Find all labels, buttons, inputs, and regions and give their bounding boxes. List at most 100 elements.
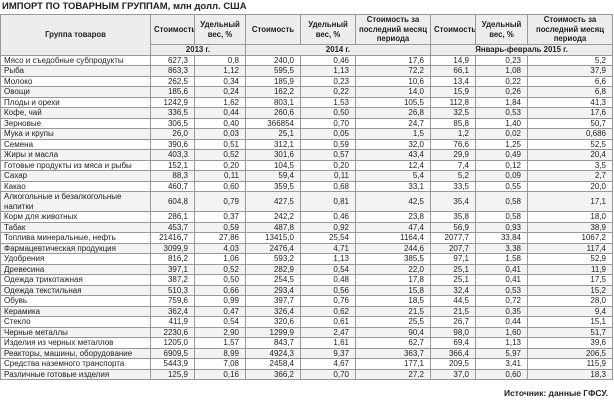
value-cell: 0,22	[300, 86, 356, 98]
data-row: Плоды и орехи 1242,9 1,62 803,1 1,53 105,5 112…	[0, 96, 613, 108]
data-row: Изделия из черных металлов 1205,0 1,57 843,…	[0, 337, 613, 349]
value-cell: 1,13	[300, 65, 356, 77]
data-row: Различные готовые изделия 125,9 0,16 366,2 0…	[0, 368, 613, 380]
value-cell: 17,1	[527, 191, 613, 212]
value-cell: 0,70	[300, 117, 356, 129]
group-cell: Реакторы, машины, оборудование	[0, 347, 151, 359]
data-row: Молоко 262,5 0,34 185,9 0,23 10,6 13,4 0,22 6,6	[0, 75, 613, 87]
value-cell: 1,13	[475, 337, 528, 349]
value-cell: 14,0	[355, 86, 431, 98]
value-cell: 5443,9	[150, 358, 195, 370]
data-row: Кофе, чай 336,5 0,44 260,6 0,50 26,8 32,5 0,53 1…	[0, 107, 613, 119]
value-cell: 1,06	[194, 253, 246, 265]
value-cell: 260,6	[245, 107, 301, 119]
value-cell: 1164,4	[355, 232, 431, 244]
value-cell: 2077,7	[430, 232, 476, 244]
data-row: Зерновые 306,5 0,40 366854 0,70 24,7 85,8 1,40 5…	[0, 117, 613, 129]
value-cell: 0,11	[194, 170, 246, 182]
value-cell: 21,5	[355, 305, 431, 317]
value-cell: 0,23	[475, 54, 528, 66]
value-cell: 1,12	[194, 65, 246, 77]
value-cell: 359,5	[245, 180, 301, 192]
value-cell: 22,0	[355, 263, 431, 275]
value-cell: 1,2	[430, 128, 476, 140]
period-header: 2014 г.	[245, 44, 431, 56]
value-cell: 0,70	[300, 368, 356, 380]
column-header: Стоимость	[150, 14, 195, 45]
column-header: Стоимость за последний месяц периода	[355, 14, 431, 45]
value-cell: 0,53	[475, 107, 528, 119]
value-cell: 2,7	[527, 170, 613, 182]
source-note: Источник: данные ГФСУ.	[503, 388, 608, 398]
column-header: Группа товаров	[0, 14, 151, 56]
value-cell: 2,47	[300, 326, 356, 338]
value-cell: 1299,9	[245, 326, 301, 338]
group-cell: Табак	[0, 221, 151, 233]
value-cell: 301,6	[245, 149, 301, 161]
value-cell: 1,08	[475, 65, 528, 77]
group-cell: Плоды и орехи	[0, 96, 151, 108]
value-cell: 0,50	[300, 107, 356, 119]
value-cell: 2230,6	[150, 326, 195, 338]
value-cell: 56,9	[430, 221, 476, 233]
value-cell: 32,0	[355, 138, 431, 150]
value-cell: 85,8	[430, 117, 476, 129]
column-header: Удельный вес, %	[194, 14, 246, 45]
value-cell: 5,2	[430, 170, 476, 182]
data-row: Обувь 759,6 0,99 397,7 0,76 18,5 44,5 0,72 28,0	[0, 295, 613, 307]
value-cell: 117,4	[527, 242, 613, 254]
value-cell: 32,5	[430, 107, 476, 119]
header-row: Группа товаров Стоимость Удельный вес, % Ст…	[0, 14, 613, 56]
value-cell: 17,8	[355, 274, 431, 286]
data-row: Одежда трикотажная 387,2 0,50 254,5 0,48 17,8…	[0, 274, 613, 286]
value-cell: 0,26	[475, 86, 528, 98]
value-cell: 0,35	[475, 305, 528, 317]
value-cell: 17,6	[527, 107, 613, 119]
data-row: Табак 453,7 0,59 487,8 0,92 47,4 56,9 0,93 38,9	[0, 221, 613, 233]
value-cell: 0,57	[300, 149, 356, 161]
group-cell: Овощи	[0, 86, 151, 98]
group-cell: Топлива минеральные, нефть	[0, 232, 151, 244]
value-cell: 363,7	[355, 347, 431, 359]
group-cell: Сахар	[0, 170, 151, 182]
value-cell: 25,54	[300, 232, 356, 244]
value-cell: 0,59	[194, 221, 246, 233]
value-cell: 0,81	[300, 191, 356, 212]
value-cell: 72,2	[355, 65, 431, 77]
column-header: Стоимость	[245, 14, 301, 45]
value-cell: 1,40	[475, 117, 528, 129]
value-cell: 98,0	[430, 326, 476, 338]
value-cell: 387,2	[150, 274, 195, 286]
value-cell: 206,5	[527, 347, 613, 359]
value-cell: 90,4	[355, 326, 431, 338]
value-cell: 21,5	[430, 305, 476, 317]
value-cell: 8,99	[194, 347, 246, 359]
value-cell: 5,2	[527, 54, 613, 66]
value-cell: 0,50	[194, 274, 246, 286]
value-cell: 242,2	[245, 211, 301, 223]
data-row: Готовые продукты из мяса и рыбы 152,1 0,20…	[0, 159, 613, 171]
value-cell: 0,09	[475, 170, 528, 182]
value-cell: 0,49	[475, 149, 528, 161]
value-cell: 0,46	[300, 211, 356, 223]
value-cell: 209,5	[430, 358, 476, 370]
value-cell: 366,4	[430, 347, 476, 359]
value-cell: 595,5	[245, 65, 301, 77]
value-cell: 33,5	[430, 180, 476, 192]
value-cell: 105,5	[355, 96, 431, 108]
value-cell: 460,7	[150, 180, 195, 192]
value-cell: 397,1	[150, 263, 195, 275]
group-cell: Изделия из черных металлов	[0, 337, 151, 349]
value-cell: 1,25	[475, 138, 528, 150]
data-row: Одежда текстильная 510,3 0,66 293,4 0,56 15,8…	[0, 284, 613, 296]
value-cell: 25,1	[430, 263, 476, 275]
value-cell: 17,5	[527, 274, 613, 286]
value-cell: 33,1	[355, 180, 431, 192]
value-cell: 0,34	[194, 75, 246, 87]
period-header: 2013 г.	[150, 44, 246, 56]
value-cell: 11,9	[527, 263, 613, 275]
value-cell: 44,5	[430, 295, 476, 307]
value-cell: 5,4	[355, 170, 431, 182]
value-cell: 0,68	[300, 180, 356, 192]
